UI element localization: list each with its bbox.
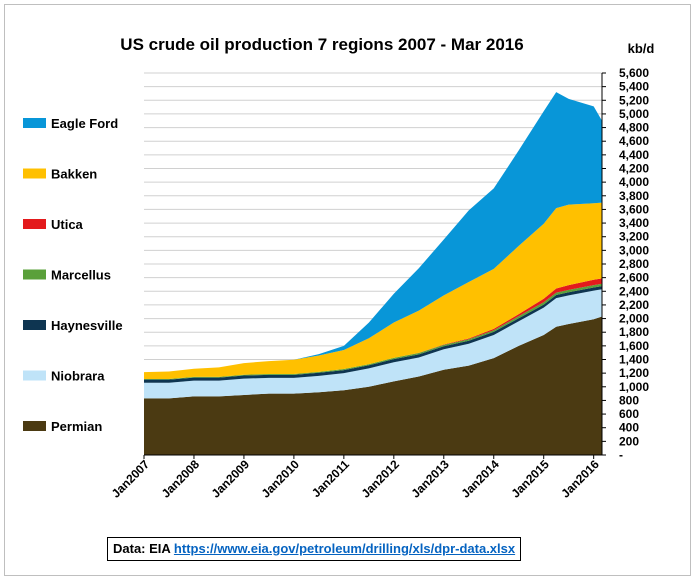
legend-swatch: [23, 269, 46, 280]
y-tick-label: 1,000: [619, 380, 649, 394]
source-prefix: Data: EIA: [113, 541, 174, 556]
legend-label: Permian: [51, 419, 102, 434]
y-tick-label: 1,600: [619, 339, 649, 353]
y-tick-label: 3,400: [619, 216, 649, 230]
y-tick-label: 5,200: [619, 93, 649, 107]
y-tick-label: 5,400: [619, 80, 649, 94]
x-tick-label: Jan2007: [109, 457, 153, 501]
legend-swatch: [23, 370, 46, 381]
legend-label: Bakken: [51, 167, 97, 182]
y-tick-label: 1,200: [619, 366, 649, 380]
legend-label: Haynesville: [51, 318, 123, 333]
x-tick-label: Jan2016: [558, 457, 602, 501]
series-area-eagle-ford: [144, 92, 602, 373]
y-tick-label: -: [619, 448, 623, 462]
legend-swatch: [23, 219, 46, 229]
y-tick-label: 1,400: [619, 353, 649, 367]
legend-swatch: [23, 168, 46, 179]
y-tick-label: 3,600: [619, 202, 649, 216]
legend-label: Utica: [51, 217, 84, 232]
y-axis: -2004006008001,0001,2001,4001,6001,8002,…: [601, 66, 649, 462]
y-tick-label: 3,000: [619, 243, 649, 257]
source-link[interactable]: https://www.eia.gov/petroleum/drilling/x…: [173, 541, 516, 556]
y-tick-label: 1,800: [619, 325, 649, 339]
y-tick-label: 4,400: [619, 148, 649, 162]
x-tick-label: Jan2008: [159, 457, 203, 501]
y-tick-label: 2,400: [619, 284, 649, 298]
legend-label: Niobrara: [51, 369, 105, 384]
x-tick-label: Jan2011: [309, 457, 352, 500]
x-axis: Jan2007 Jan2008 Jan2009 Jan2010 Jan2011 Jan20…: [109, 454, 602, 501]
series-area-haynesville: [144, 286, 602, 383]
legend-label: Marcellus: [51, 268, 111, 283]
y-tick-label: 4,000: [619, 175, 649, 189]
y-tick-label: 5,600: [619, 66, 649, 80]
series-area-marcellus: [144, 283, 602, 380]
y-tick-label: 5,000: [619, 107, 649, 121]
x-tick-label: Jan2012: [359, 457, 403, 501]
y-tick-label: 4,200: [619, 162, 649, 176]
legend-swatch: [23, 421, 46, 431]
y-tick-label: 600: [619, 407, 639, 421]
y-tick-label: 800: [619, 393, 639, 407]
x-tick-label: Jan2014: [458, 457, 502, 501]
legend-swatch: [23, 320, 46, 330]
y-tick-label: 3,200: [619, 230, 649, 244]
y-tick-label: 400: [619, 421, 639, 435]
source-note: Data: EIA https://www.eia.gov/petroleum/…: [107, 537, 522, 561]
x-tick-label: Jan2009: [209, 457, 253, 501]
y-tick-label: 200: [619, 434, 639, 448]
y-tick-label: 3,800: [619, 189, 649, 203]
legend: Eagle Ford Bakken Utica Marcellus Haynesvill…: [23, 116, 123, 434]
y-tick-label: 4,600: [619, 134, 649, 148]
y-tick-label: 2,800: [619, 257, 649, 271]
unit-label: kb/d: [628, 41, 655, 56]
series-area-bakken: [144, 202, 602, 379]
x-tick-label: Jan2015: [508, 457, 552, 501]
y-tick-label: 2,600: [619, 271, 649, 285]
y-tick-label: 2,000: [619, 312, 649, 326]
y-tick-label: 2,200: [619, 298, 649, 312]
chart-title: US crude oil production 7 regions 2007 -…: [120, 35, 523, 54]
series-area-permian: [144, 316, 602, 455]
y-tick-label: 4,800: [619, 121, 649, 135]
series-area-niobrara: [144, 289, 602, 399]
x-tick-label: Jan2013: [409, 457, 453, 501]
legend-swatch: [23, 118, 46, 128]
plot-area: [144, 92, 602, 455]
legend-label: Eagle Ford: [51, 116, 118, 131]
x-tick-label: Jan2010: [259, 457, 303, 501]
